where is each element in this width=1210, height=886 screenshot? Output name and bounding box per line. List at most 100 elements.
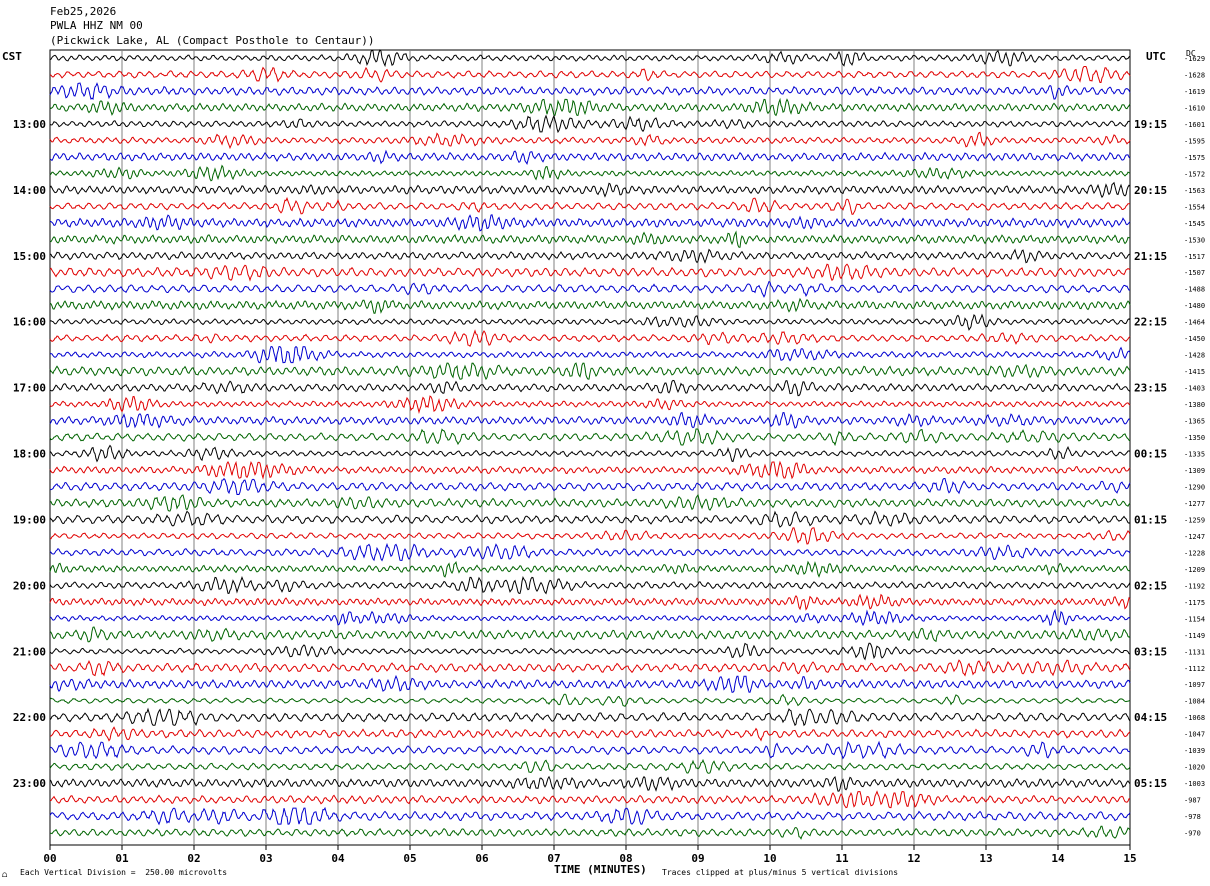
x-tick-label: 10 [763,852,776,865]
trace-row-1 [49,49,1131,68]
date-title: Feb25,2026 [50,5,117,18]
dc-offset-value: -1464 [1184,319,1205,327]
trace-row-34 [49,593,1131,611]
utc-hour-label: 00:15 [1134,448,1167,461]
dc-offset-value: -1450 [1184,335,1205,343]
dc-offset-value: -1628 [1184,71,1205,79]
utc-hour-label: 04:15 [1134,711,1167,724]
utc-hour-label: 19:15 [1134,118,1167,131]
location-title: (Pickwick Lake, AL (Compact Posthole to … [50,34,375,47]
dc-offset-value: -978 [1184,813,1201,821]
dc-offset-value: -1350 [1184,434,1205,442]
x-tick-label: 15 [1123,852,1136,865]
trace-row-8 [49,164,1131,182]
dc-offset-value: -1554 [1184,203,1205,211]
trace-row-45 [49,775,1131,792]
seismograph-icon: ⩍ [2,870,8,879]
trace-row-23 [49,411,1131,429]
dc-offset-value: -1309 [1184,467,1205,475]
utc-hour-label: 02:15 [1134,579,1167,592]
x-tick-label: 06 [475,852,489,865]
trace-row-13 [49,248,1131,264]
trace-row-39 [49,674,1131,693]
trace-row-14 [49,263,1131,282]
trace-row-40 [49,693,1131,707]
dc-offset-value: -1068 [1184,714,1205,722]
dc-offset-value: -1154 [1184,615,1205,623]
trace-row-28 [49,493,1131,512]
trace-row-18 [49,329,1131,348]
x-tick-label: 14 [1051,852,1065,865]
utc-hour-label: 20:15 [1134,184,1167,197]
trace-row-36 [49,626,1131,643]
utc-hour-label: 22:15 [1134,316,1167,329]
trace-row-22 [49,395,1131,414]
dc-offset-value: -970 [1184,830,1201,838]
x-tick-label: 01 [115,852,129,865]
dc-offset-label: DC [1186,49,1196,58]
dc-offset-value: -1175 [1184,599,1205,607]
dc-offset-value: -1428 [1184,352,1205,360]
dc-offset-value: -1003 [1184,780,1205,788]
x-tick-label: 08 [619,852,632,865]
dc-offset-value: -1277 [1184,500,1205,508]
cst-hour-label: 16:00 [13,316,46,329]
trace-row-9 [49,181,1131,199]
cst-hour-label: 19:00 [13,513,46,526]
trace-row-38 [49,659,1131,677]
x-tick-label: 09 [691,852,704,865]
utc-axis-label: UTC [1146,50,1166,63]
dc-offset-value: -1228 [1184,549,1205,557]
dc-offset-value: -1209 [1184,566,1205,574]
dc-offset-value: -1507 [1184,269,1205,277]
dc-offset-value: -1247 [1184,533,1205,541]
utc-hour-label: 03:15 [1134,645,1167,658]
trace-row-5 [49,114,1131,134]
trace-row-37 [49,642,1131,661]
trace-row-15 [49,280,1131,298]
trace-row-21 [49,379,1131,397]
clip-note: Traces clipped at plus/minus 5 vertical … [662,868,899,877]
dc-offset-value: -1259 [1184,516,1205,524]
trace-row-32 [49,560,1131,578]
dc-offset-value: -1131 [1184,648,1205,656]
trace-row-10 [49,196,1131,215]
trace-row-29 [49,510,1131,528]
trace-row-3 [49,82,1131,100]
trace-row-41 [49,707,1131,727]
trace-row-46 [49,790,1131,809]
trace-row-20 [49,362,1131,381]
x-axis-title: TIME (MINUTES) [554,863,647,876]
trace-row-31 [49,542,1131,562]
x-tick-label: 13 [979,852,992,865]
cst-hour-label: 18:00 [13,448,46,461]
dc-offset-value: -1530 [1184,236,1205,244]
trace-row-16 [49,297,1131,314]
x-tick-label: 02 [187,852,200,865]
dc-offset-value: -1365 [1184,418,1205,426]
trace-row-19 [49,345,1131,364]
trace-row-48 [49,825,1131,840]
dc-offset-value: -1619 [1184,88,1205,96]
trace-row-6 [49,131,1131,150]
utc-hour-label: 01:15 [1134,513,1167,526]
trace-row-4 [49,97,1131,117]
dc-offset-value: -1084 [1184,698,1205,706]
cst-hour-label: 14:00 [13,184,46,197]
dc-offset-value: -1563 [1184,187,1205,195]
plot-frame [49,49,1131,846]
trace-row-43 [49,740,1131,760]
trace-row-12 [49,230,1131,248]
dc-offset-value: -1335 [1184,451,1205,459]
x-tick-label: 07 [547,852,560,865]
dc-offset-value: -1112 [1184,665,1205,673]
trace-row-2 [49,66,1131,83]
x-tick-label: 00 [43,852,56,865]
trace-row-44 [49,758,1131,774]
dc-offset-value: -1488 [1184,286,1205,294]
cst-hour-label: 15:00 [13,250,46,263]
dc-offset-value: -1601 [1184,121,1205,129]
trace-row-35 [49,608,1131,627]
dc-offset-value: -1290 [1184,483,1205,491]
dc-offset-value: -987 [1184,797,1201,805]
